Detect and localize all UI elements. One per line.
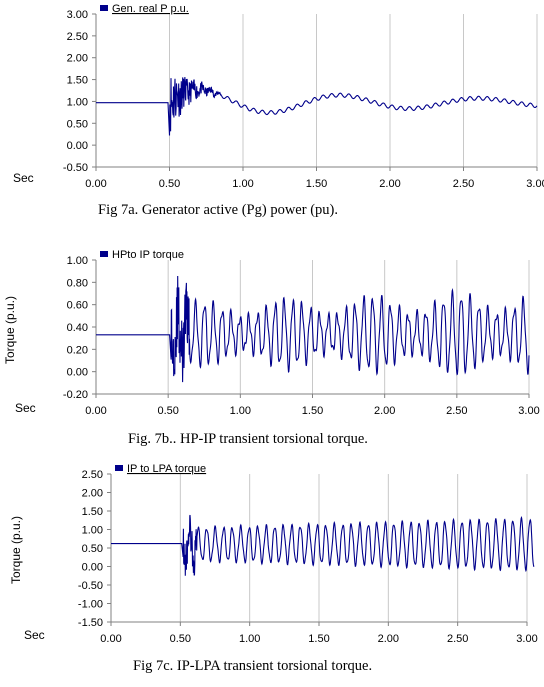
y-tick-label: 3.00 (67, 9, 88, 21)
legend-label: IP to LPA torque (127, 463, 206, 475)
y-tick-labels: 3.00 2.50 2.00 1.50 1.00 0.50 0.00 -0.50 (63, 9, 96, 174)
chart-panel-c: 2.502.001.501.000.500.00-0.50-1.00-1.50 … (9, 463, 538, 674)
x-tick-label: 2.00 (379, 178, 400, 190)
y-axis-label-wrap: Torque (p.u.) (9, 516, 23, 584)
legend: IP to LPA torque (115, 463, 206, 475)
y-tick-label: 0.50 (67, 118, 88, 130)
y-tick-label: 0.00 (67, 140, 88, 152)
y-tick-label: 2.50 (67, 31, 88, 43)
x-tick-label: 3.00 (518, 405, 539, 417)
x-tick-label: 0.50 (157, 405, 178, 417)
y-tick-label: -0.20 (63, 389, 88, 401)
y-tick-label: 1.00 (67, 96, 88, 108)
x-tick-label: 0.00 (85, 405, 106, 417)
x-tick-label: 1.50 (306, 178, 327, 190)
y-tick-label: -1.00 (78, 599, 103, 611)
x-tick-label: 2.50 (453, 178, 474, 190)
figure-caption: Fig. 7b.. HP-IP transient torsional torq… (128, 431, 368, 447)
x-tick-labels: 0.00 0.50 1.00 1.50 2.00 2.50 3.00 (100, 622, 538, 645)
x-tick-label: 1.50 (302, 405, 323, 417)
legend: Gen. real P p.u. (100, 3, 189, 15)
x-tick-label: 2.00 (374, 405, 395, 417)
y-tick-label: 1.00 (67, 255, 88, 267)
y-tick-label: 1.50 (82, 506, 103, 518)
y-tick-label: -0.50 (63, 162, 88, 174)
x-axis-label: Sec (15, 401, 36, 415)
y-tick-label: 1.00 (82, 525, 103, 537)
x-tick-labels: 0.00 0.50 1.00 1.50 2.00 2.50 3.00 (85, 167, 544, 190)
x-tick-label: 3.00 (516, 633, 537, 645)
y-axis-label: Torque (p.u.) (9, 516, 23, 584)
y-axis-label: Torque (p.u.) (3, 296, 17, 364)
x-axis-label: Sec (13, 171, 34, 185)
chart-panel-b: 1.00 0.80 0.60 0.40 0.20 0.00 -0.20 0.00 0.50 1.… (3, 249, 540, 447)
legend-swatch (115, 465, 123, 471)
y-tick-label: -1.50 (78, 617, 103, 629)
legend-label: HPto IP torque (112, 249, 184, 261)
x-axis-label: Sec (24, 628, 45, 642)
series-line (96, 77, 538, 136)
y-tick-label: 2.50 (82, 469, 103, 481)
x-tick-label: 2.00 (378, 633, 399, 645)
legend-label: Gen. real P p.u. (112, 3, 189, 15)
x-tick-labels: 0.00 0.50 1.00 1.50 2.00 2.50 3.00 (85, 394, 540, 417)
y-tick-label: 0.60 (67, 300, 88, 312)
x-tick-label: 3.00 (526, 178, 544, 190)
x-tick-label: 0.50 (159, 178, 180, 190)
legend-swatch (100, 5, 108, 11)
y-tick-labels: 1.00 0.80 0.60 0.40 0.20 0.00 -0.20 (63, 255, 96, 401)
data-line (111, 514, 535, 576)
y-tick-labels: 2.50 2.00 1.50 1.00 0.50 0.00 -0.50 -1.00 -1.50 (78, 469, 111, 629)
y-tick-label: 2.00 (82, 488, 103, 500)
x-tick-label: 0.00 (100, 633, 121, 645)
x-tick-label: 2.50 (447, 633, 468, 645)
y-tick-label: 0.40 (67, 322, 88, 334)
x-tick-label: 0.50 (170, 633, 191, 645)
y-tick-label: -0.50 (78, 580, 103, 592)
data-line (96, 77, 538, 136)
legend-swatch (100, 251, 108, 257)
series-line (111, 514, 535, 576)
legend: HPto IP torque (100, 249, 184, 261)
figure-caption: Fig 7a. Generator active (Pg) power (pu)… (98, 202, 338, 218)
x-tick-label: 1.50 (308, 633, 329, 645)
figure-caption: Fig 7c. IP-LPA transient torsional torqu… (133, 658, 372, 674)
y-tick-label: 2.00 (67, 53, 88, 65)
x-tick-label: 2.50 (446, 405, 467, 417)
y-tick-label: 0.50 (82, 543, 103, 555)
y-tick-label: 0.80 (67, 277, 88, 289)
y-tick-label: 0.20 (67, 344, 88, 356)
series-line (96, 275, 530, 383)
y-tick-label: 0.00 (67, 367, 88, 379)
y-tick-label: 0.00 (82, 562, 103, 574)
y-axis-label-wrap: Torque (p.u.) (3, 296, 17, 364)
data-line (96, 275, 530, 383)
x-tick-label: 1.00 (232, 178, 253, 190)
chart-panel-a: 3.002.502.001.501.000.500.00-0.50 0.00 0.… (13, 3, 544, 218)
grid-lines (95, 14, 538, 168)
x-tick-label: 1.00 (239, 633, 260, 645)
y-tick-label: 1.50 (67, 75, 88, 87)
x-tick-label: 0.00 (85, 178, 106, 190)
x-tick-label: 1.00 (230, 405, 251, 417)
